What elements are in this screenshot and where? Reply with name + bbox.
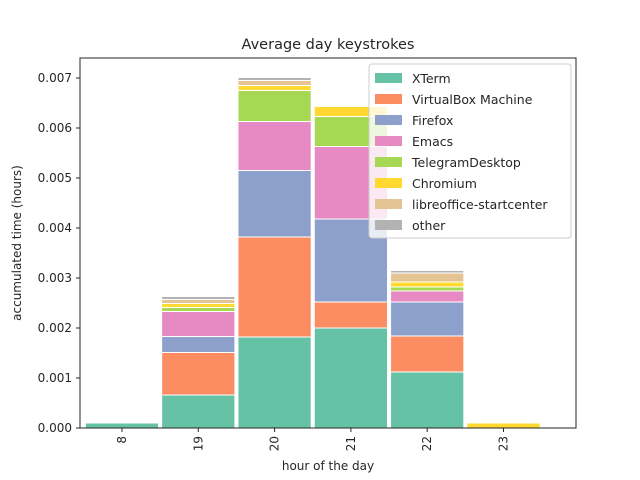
bar-segment-virtualbox-machine-22 — [390, 335, 465, 373]
legend-label-emacs: Emacs — [412, 134, 453, 149]
y-tick-label: 0.005 — [38, 171, 72, 185]
legend-label-virtualbox-machine: VirtualBox Machine — [412, 92, 533, 107]
bar-segment-xterm-21 — [313, 327, 389, 429]
bar-segment-xterm-19 — [161, 394, 236, 429]
legend-label-firefox: Firefox — [412, 113, 453, 128]
bar-segment-emacs-22 — [390, 290, 465, 303]
chart-title: Average day keystrokes — [242, 37, 415, 53]
y-tick-label: 0.000 — [38, 421, 72, 435]
y-tick-label: 0.002 — [38, 321, 72, 335]
bar-segment-xterm-8 — [84, 422, 160, 429]
x-axis-ticks: 8 19 20 21 22 23 — [115, 428, 511, 451]
y-axis-label: accumulated time (hours) — [10, 165, 24, 321]
y-tick-label: 0.001 — [38, 371, 72, 385]
legend-swatch-telegramdesktop — [375, 157, 402, 167]
y-tick-label: 0.006 — [38, 121, 72, 135]
legend: XTerm VirtualBox Machine Firefox Emacs Teleg… — [368, 63, 572, 239]
y-axis-ticks: 0.000 0.001 0.002 0.003 0.004 0.005 0.006 0.007 — [38, 71, 80, 435]
x-axis-label: hour of the day — [282, 459, 374, 473]
bar-segment-libreoffice-startcenter-19 — [161, 299, 236, 304]
bar-segment-chromium-22 — [390, 281, 465, 288]
bar-segment-emacs-19 — [161, 311, 236, 337]
legend-swatch-firefox — [375, 115, 402, 125]
bar-segment-telegramdesktop-19 — [161, 307, 236, 312]
legend-swatch-virtualbox-machine — [375, 94, 402, 104]
legend-label-other: other — [412, 218, 446, 233]
x-tick-label: 8 — [115, 436, 129, 444]
bar-segment-chromium-20 — [237, 85, 312, 91]
bar-segment-telegramdesktop-22 — [390, 286, 465, 292]
x-tick-label: 21 — [344, 436, 358, 451]
x-tick-label: 22 — [420, 436, 434, 451]
legend-frame — [368, 63, 572, 239]
bar-segment-virtualbox-machine-21 — [313, 301, 389, 329]
x-tick-label: 20 — [268, 436, 282, 451]
bar-segment-virtualbox-machine-19 — [161, 352, 236, 396]
legend-swatch-chromium — [375, 178, 402, 188]
legend-label-chromium: Chromium — [412, 176, 477, 191]
bar-segment-libreoffice-startcenter-22 — [390, 272, 465, 283]
legend-swatch-xterm — [375, 73, 402, 83]
y-tick-label: 0.004 — [38, 221, 72, 235]
bar-segment-firefox-20 — [237, 170, 312, 238]
bar-segment-telegramdesktop-20 — [237, 90, 312, 122]
legend-label-xterm: XTerm — [412, 71, 451, 86]
bar-segment-firefox-19 — [161, 336, 236, 353]
y-tick-label: 0.003 — [38, 271, 72, 285]
bar-segment-chromium-23 — [466, 422, 541, 429]
y-tick-label: 0.007 — [38, 71, 72, 85]
bar-segment-firefox-22 — [390, 301, 465, 337]
bar-segment-virtualbox-machine-20 — [237, 236, 312, 338]
legend-label-libreoffice-startcenter: libreoffice-startcenter — [412, 197, 548, 212]
legend-swatch-other — [375, 220, 402, 230]
plot-frame — [79, 57, 577, 429]
bar-segment-other-19 — [161, 296, 236, 300]
x-tick-label: 19 — [191, 436, 205, 451]
bar-segment-chromium-19 — [161, 303, 236, 308]
bar-segment-xterm-22 — [390, 371, 465, 429]
bar-segment-other-20 — [237, 77, 312, 81]
legend-swatch-libreoffice-startcenter — [375, 199, 402, 209]
legend-swatch-emacs — [375, 136, 402, 146]
bar-segment-emacs-20 — [237, 121, 312, 171]
bar-segment-libreoffice-startcenter-20 — [237, 80, 312, 86]
bar-segment-other-22 — [390, 270, 465, 274]
bar-stacks — [84, 77, 541, 429]
legend-label-telegramdesktop: TelegramDesktop — [411, 155, 521, 170]
bar-segment-xterm-20 — [237, 336, 312, 429]
x-tick-label: 23 — [497, 436, 511, 451]
